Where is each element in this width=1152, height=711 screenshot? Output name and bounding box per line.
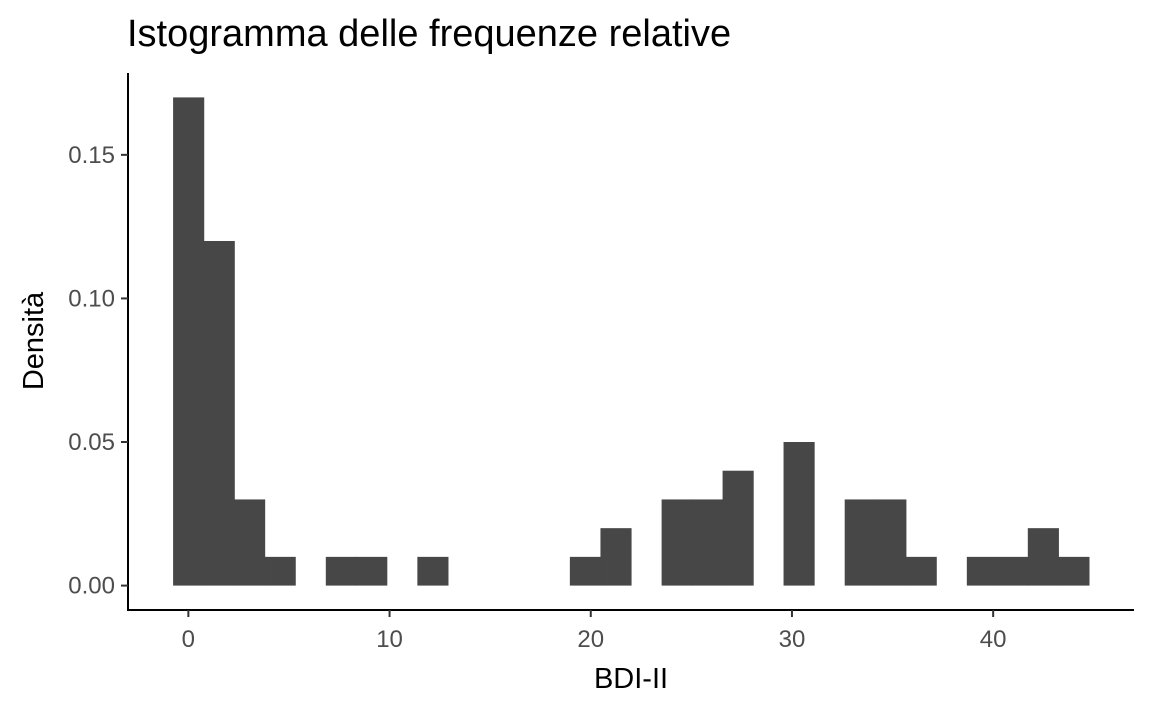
y-tick-label: 0.00 [68, 573, 115, 600]
x-tick-label: 30 [779, 626, 806, 653]
x-axis-title: BDI-II [594, 663, 668, 695]
histogram-bar [325, 556, 357, 586]
histogram-bar [905, 556, 937, 586]
x-tick-label: 20 [577, 626, 604, 653]
histogram-bar [234, 499, 266, 586]
histogram-bar [600, 528, 632, 586]
histogram-bar [875, 499, 907, 586]
histogram-bar [966, 556, 998, 586]
histogram-bar [1058, 556, 1090, 586]
histogram-bar [356, 556, 388, 586]
chart-title: Istogramma delle frequenze relative [127, 13, 731, 55]
x-tick-label: 40 [980, 626, 1007, 653]
histogram-bar [417, 556, 449, 586]
histogram-bar [203, 240, 235, 586]
histogram-bar [844, 499, 876, 586]
y-axis-title: Densità [18, 291, 50, 390]
histogram-bar [1027, 528, 1059, 586]
y-tick-label: 0.15 [68, 142, 115, 169]
y-axis-ticks: 0.00 0.05 0.10 0.15 [68, 142, 128, 600]
x-tick-label: 0 [182, 626, 195, 653]
histogram-bar [722, 470, 754, 586]
histogram-bar [691, 499, 724, 586]
histogram-bars [173, 97, 1090, 586]
histogram-bar [264, 556, 296, 586]
y-tick-label: 0.10 [68, 285, 115, 312]
histogram-bar [173, 97, 205, 586]
y-tick-label: 0.05 [68, 429, 115, 456]
histogram-bar [783, 442, 815, 586]
x-axis-ticks: 0 10 20 30 40 [182, 610, 1007, 653]
histogram-bar [569, 556, 601, 586]
x-tick-label: 10 [376, 626, 403, 653]
histogram-bar [997, 556, 1029, 586]
histogram-bar [661, 499, 693, 586]
